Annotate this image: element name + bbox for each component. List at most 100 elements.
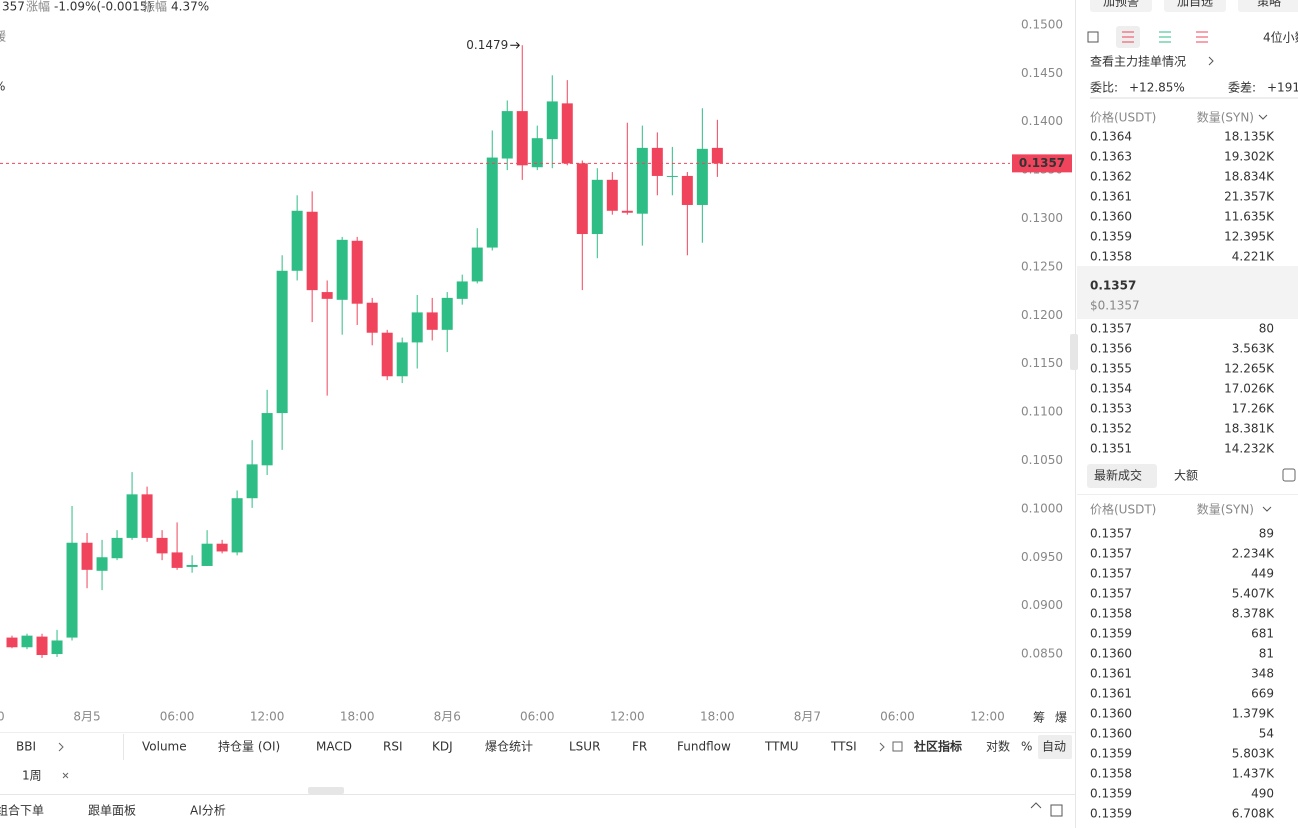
button-bg[interactable] — [1090, 0, 1152, 12]
max-arrow — [510, 41, 520, 49]
y-tick-label: 0.1100 — [1021, 405, 1063, 419]
trade-qty: 5.407K — [1232, 587, 1275, 601]
candle-body — [576, 163, 588, 235]
axis-button[interactable]: 爆 — [1055, 711, 1067, 725]
edit-icon[interactable] — [892, 741, 903, 752]
candle-body — [6, 637, 18, 648]
indicator-tab[interactable]: FR — [632, 740, 647, 754]
top-button[interactable]: 策略 — [1257, 0, 1281, 9]
indicator-tab[interactable]: RSI — [383, 740, 403, 754]
candle-body — [321, 292, 333, 299]
y-tick-label: 0.1500 — [1021, 17, 1063, 31]
button-bg[interactable] — [1238, 0, 1298, 12]
indicator-tab[interactable]: BBI — [16, 740, 36, 754]
x-tick-label: 06:00 — [880, 710, 915, 724]
trade-price: 0.1360 — [1090, 727, 1132, 741]
indicator-tab[interactable]: KDJ — [432, 740, 453, 754]
trade-price: 0.1361 — [1090, 667, 1132, 681]
ratio-bar — [1090, 97, 1298, 99]
ratio: +12.85% — [1129, 81, 1185, 95]
candle-body — [51, 640, 63, 655]
indicator-tab[interactable]: LSUR — [569, 740, 600, 754]
icon[interactable] — [1087, 31, 1099, 43]
candle-body — [306, 211, 318, 291]
ask-price: 0.1361 — [1090, 190, 1132, 204]
icon[interactable] — [1122, 31, 1134, 43]
y-tick-label: 0.1200 — [1021, 308, 1063, 322]
icon[interactable] — [1196, 31, 1208, 43]
ask-price: 0.1362 — [1090, 170, 1132, 184]
trade-tab[interactable]: 大额 — [1174, 469, 1198, 483]
icon[interactable] — [1159, 31, 1171, 43]
checkbox[interactable] — [1282, 468, 1296, 482]
trade-price: 0.1359 — [1090, 787, 1132, 801]
candle-body — [336, 239, 348, 300]
y-tick-label: 0.1450 — [1021, 66, 1063, 80]
bid-qty: 17.026K — [1224, 382, 1275, 396]
interval-tag[interactable]: 1周 — [22, 769, 42, 783]
icons — [1030, 26, 1272, 817]
trade-qty: 490 — [1251, 787, 1274, 801]
y-tick-label: 0.1300 — [1021, 211, 1063, 225]
bid-price: 0.1352 — [1090, 422, 1132, 436]
trade-price: 0.1357 — [1090, 527, 1132, 541]
close-icon[interactable] — [62, 772, 69, 779]
ask-price: 0.1364 — [1090, 130, 1132, 144]
candle-body — [516, 111, 528, 166]
trade-price: 0.1359 — [1090, 627, 1132, 641]
trade-qty: 81 — [1259, 647, 1274, 661]
y-tick-label: 0.0950 — [1021, 550, 1063, 564]
trade-tab[interactable]: 最新成交 — [1094, 468, 1142, 483]
trade-qty: 669 — [1251, 687, 1274, 701]
indicator-tab[interactable]: Fundflow — [677, 740, 731, 754]
y-tick-label: 0.1050 — [1021, 453, 1063, 467]
top-button[interactable]: 加预警 — [1103, 0, 1139, 9]
indicator-tab[interactable]: 爆仓统计 — [485, 740, 533, 754]
indicator-tab[interactable]: 持仓量 (OI) — [218, 739, 280, 754]
precision[interactable]: 4位小数 — [1263, 30, 1298, 45]
indicator-tool[interactable]: % — [1021, 740, 1032, 754]
button-bg[interactable] — [1164, 0, 1226, 12]
candle-body — [501, 111, 513, 159]
top-button[interactable]: 加自选 — [1177, 0, 1213, 9]
candle-body — [126, 494, 138, 538]
candle-body — [81, 542, 93, 570]
collapse-icon[interactable] — [1030, 802, 1042, 809]
candle-body — [276, 270, 288, 414]
trade-price: 0.1361 — [1090, 687, 1132, 701]
y-tick-label: 0.1150 — [1021, 356, 1063, 370]
collapse-handle[interactable] — [1070, 334, 1078, 370]
candle-body — [486, 157, 498, 248]
indicator-tab[interactable]: Volume — [142, 740, 187, 754]
trade-qty: 1.379K — [1232, 707, 1275, 721]
candle-body — [441, 297, 453, 330]
trade-qty: 8.378K — [1232, 607, 1275, 621]
bottom-tab[interactable]: 跟单面板 — [88, 804, 136, 818]
indicator-tool[interactable]: 对数 — [986, 739, 1010, 754]
indicator-tool[interactable]: 自动 — [1042, 740, 1066, 754]
y-tick-label: 0.1250 — [1021, 259, 1063, 273]
divider — [1077, 494, 1298, 495]
y-tick-label: 0.1000 — [1021, 501, 1063, 515]
candle-body — [141, 494, 153, 538]
resize-handle[interactable] — [308, 787, 344, 794]
axis-button[interactable]: 筹 — [1033, 711, 1045, 725]
diff: +1916 — [1267, 81, 1298, 95]
indicator-tool[interactable]: 社区指标 — [913, 739, 962, 754]
candle-body — [201, 543, 213, 566]
x-tick-label: 18:00 — [340, 710, 375, 724]
trade-price: 0.1358 — [1090, 607, 1132, 621]
top-buttons — [1090, 0, 1298, 12]
chevron — [58, 742, 885, 752]
mid-price: 0.1357 — [1090, 279, 1136, 293]
candle-body — [591, 179, 603, 235]
indicator-tab[interactable]: TTMU — [764, 740, 799, 754]
indicator-tab[interactable]: MACD — [316, 740, 352, 754]
indicator-tab[interactable]: TTSI — [830, 740, 857, 754]
bottom-tab[interactable]: AI分析 — [190, 804, 226, 818]
candle-body — [471, 247, 483, 282]
bottom-tab[interactable]: 组合下单 — [0, 803, 44, 818]
candle-body — [651, 147, 663, 176]
main-orders[interactable]: 查看主力挂单情况 — [1090, 55, 1186, 69]
expand-icon[interactable] — [1050, 804, 1063, 817]
